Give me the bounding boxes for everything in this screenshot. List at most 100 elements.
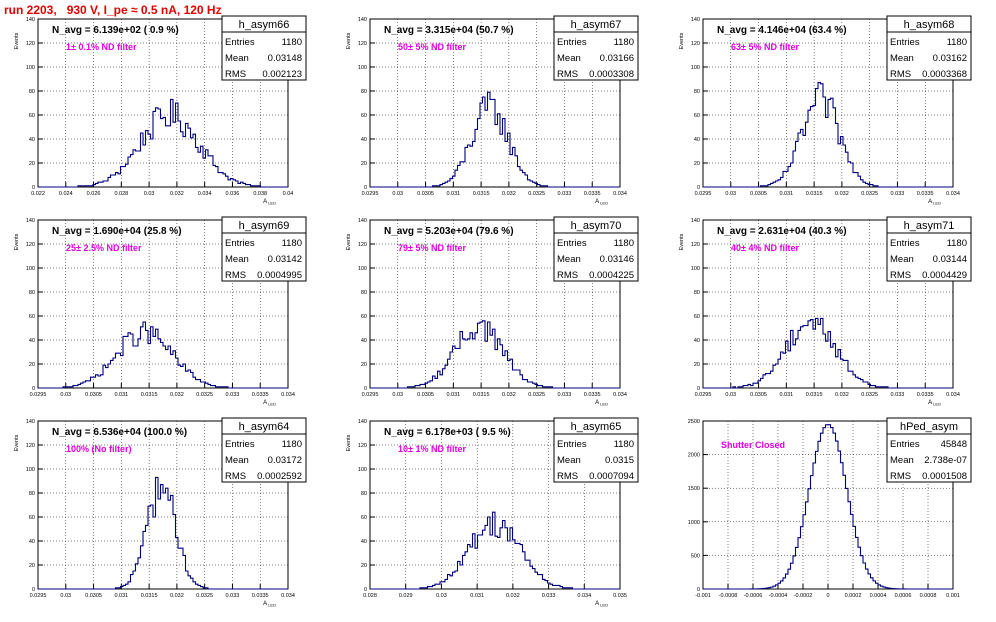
- stats-value: 1180: [947, 37, 967, 48]
- x-tick-label: 0.0315: [806, 191, 823, 197]
- x-tick-label: 0.032: [835, 392, 849, 398]
- y-tick-label: 120: [358, 443, 367, 449]
- stats-box: [553, 232, 639, 282]
- x-tick-label: 0.0006: [895, 593, 912, 599]
- stats-key: Entries: [557, 238, 587, 249]
- y-tick-label: 100: [358, 266, 367, 272]
- y-tick-label: 0: [32, 386, 35, 392]
- x-tick-label: 0.033: [891, 392, 905, 398]
- histogram-line: [703, 82, 953, 188]
- stats-value: 0.0003368: [922, 69, 967, 80]
- x-tick-label: 0.031: [470, 593, 484, 599]
- x-tick-label: 0.0325: [196, 392, 213, 398]
- y-tick-label: 0: [364, 587, 367, 593]
- navg-label: N_avg = 5.203e+04 (79.6 %): [384, 226, 514, 237]
- x-tick-label: 0.03: [725, 392, 736, 398]
- stats-box: [553, 433, 639, 483]
- y-tick-label: 140: [358, 218, 367, 224]
- x-tick-label: 0.0325: [196, 593, 213, 599]
- x-tick-label: 0.032: [170, 191, 184, 197]
- y-tick-label: 140: [26, 17, 35, 23]
- stats-box: [221, 31, 307, 81]
- y-tick-label: 140: [26, 419, 35, 425]
- y-tick-label: 120: [26, 242, 35, 248]
- x-tick-label: 0.0295: [695, 191, 712, 197]
- y-tick-label: 80: [361, 491, 367, 497]
- x-tick-label: 0.0305: [750, 191, 767, 197]
- histogram-line: [38, 476, 288, 590]
- y-tick-label: 40: [361, 338, 367, 344]
- stats-key: RMS: [890, 471, 911, 482]
- stats-key: Entries: [890, 439, 920, 450]
- y-tick-label: 140: [358, 419, 367, 425]
- x-tick-label: 0.0335: [584, 392, 601, 398]
- y-tick-label: 40: [694, 338, 700, 344]
- x-tick-label: 0.035: [613, 593, 627, 599]
- histogram-panel: 0.022 0.024 0.026 0.028 0.03 0.032 0.034 0.036 0…: [14, 15, 307, 206]
- x-tick-label: 0.033: [226, 392, 240, 398]
- stats-key: Entries: [890, 238, 920, 249]
- x-tick-label: 0.0305: [417, 191, 434, 197]
- x-tick-label: 0.032: [506, 593, 520, 599]
- filter-annotation: 79± 5% ND filter: [398, 243, 466, 253]
- x-tick-label: 0.0315: [473, 191, 490, 197]
- y-tick-label: 1500: [688, 486, 700, 492]
- x-tick-label: 0.0295: [30, 593, 47, 599]
- stats-key: Entries: [225, 439, 255, 450]
- x-tick-label: 0.034: [281, 392, 295, 398]
- y-tick-label: 40: [694, 137, 700, 143]
- x-tick-label: 0.0335: [252, 392, 269, 398]
- x-tick-label: 0.033: [558, 392, 572, 398]
- histogram-panel: 0.0295 0.03 0.0305 0.031 0.0315 0.032 0.0325 0.…: [346, 15, 639, 206]
- stats-key: RMS: [890, 69, 911, 80]
- y-tick-label: 100: [691, 65, 700, 71]
- y-axis-label: Events: [14, 233, 20, 250]
- stats-key: Mean: [890, 455, 914, 466]
- x-axis-label: A LED: [263, 400, 276, 407]
- x-axis-label: A LED: [595, 601, 608, 608]
- y-tick-label: 80: [694, 89, 700, 95]
- x-axis-label: A LED: [595, 199, 608, 206]
- stats-key: RMS: [225, 270, 246, 281]
- histogram-line: [703, 317, 953, 389]
- stats-value: 0.03162: [933, 53, 967, 64]
- stats-value: 1180: [282, 37, 302, 48]
- x-axis-label: A LED: [263, 199, 276, 206]
- y-tick-label: 80: [29, 491, 35, 497]
- histogram-panel: 0.0295 0.03 0.0305 0.031 0.0315 0.032 0.0325 0.…: [14, 216, 307, 407]
- histogram-line: [38, 98, 288, 188]
- y-tick-label: 40: [361, 539, 367, 545]
- y-tick-label: 40: [29, 338, 35, 344]
- y-axis-label: Events: [346, 233, 352, 250]
- y-tick-label: 20: [361, 563, 367, 569]
- y-tick-label: 100: [691, 266, 700, 272]
- x-tick-label: 0.031: [446, 392, 460, 398]
- filter-annotation: 50± 5% ND filter: [398, 42, 466, 52]
- y-axis-label: Events: [14, 32, 20, 49]
- y-tick-label: 0: [364, 386, 367, 392]
- x-tick-label: 0.032: [170, 392, 184, 398]
- navg-label: N_avg = 3.315e+04 (50.7 %): [384, 25, 514, 36]
- y-tick-label: 500: [691, 553, 700, 559]
- stats-key: Mean: [890, 53, 914, 64]
- histogram-line: [703, 424, 953, 590]
- y-tick-label: 20: [694, 161, 700, 167]
- filter-annotation: Shutter Closed: [721, 440, 785, 450]
- x-tick-label: 0.0295: [30, 392, 47, 398]
- y-tick-label: 60: [361, 314, 367, 320]
- stats-box: [886, 433, 972, 483]
- y-tick-label: 0: [364, 185, 367, 191]
- y-tick-label: 40: [361, 137, 367, 143]
- filter-annotation: 100% (No filter): [66, 444, 132, 454]
- y-tick-label: 20: [694, 362, 700, 368]
- x-tick-label: 0.0325: [528, 191, 545, 197]
- stats-value: 0.0004225: [589, 270, 634, 281]
- stats-title: h_asym64: [239, 421, 290, 433]
- stats-key: Entries: [557, 439, 587, 450]
- y-axis-label: Events: [14, 434, 20, 451]
- filter-annotation: 40± 4% ND filter: [731, 243, 799, 253]
- x-tick-label: 0.033: [226, 593, 240, 599]
- x-axis-label: A LED: [928, 400, 941, 407]
- x-tick-label: 0.0002: [845, 593, 862, 599]
- stats-key: Mean: [890, 254, 914, 265]
